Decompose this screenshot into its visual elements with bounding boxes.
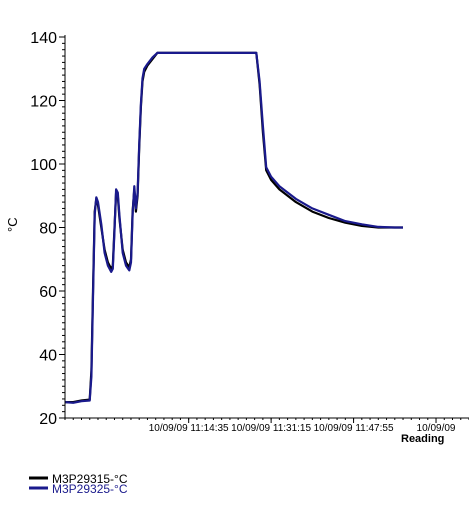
x-tick-label: 10/09/09 11:47:55 bbox=[314, 423, 394, 434]
y-axis-label: °C bbox=[5, 217, 20, 232]
x-tick-label: 10/09/09 11:31:15 bbox=[231, 423, 311, 434]
y-tick-labels: 20 40 60 80 100 120 140 bbox=[30, 30, 57, 428]
y-tick-label: 100 bbox=[30, 157, 57, 174]
y-tick-label: 20 bbox=[39, 411, 57, 428]
y-tick-label: 120 bbox=[30, 94, 57, 111]
series-line-2 bbox=[64, 51, 403, 404]
x-tick-label: 10/09/09 bbox=[417, 423, 456, 434]
x-tick-labels: 10/09/09 11:14:35 10/09/09 11:31:15 10/09/… bbox=[149, 423, 456, 434]
legend-entry-label: M3P29325-°C bbox=[52, 482, 128, 496]
x-axis-label: Reading bbox=[401, 433, 444, 445]
y-tick-label: 140 bbox=[30, 30, 57, 47]
x-tick-label: 10/09/09 11:14:35 bbox=[149, 423, 229, 434]
legend-entry-label: M3P29315-°C bbox=[52, 472, 128, 486]
axes-layer bbox=[59, 35, 469, 423]
y-tick-label: 40 bbox=[39, 348, 57, 365]
y-tick-label: 80 bbox=[39, 221, 57, 238]
series-layer bbox=[64, 51, 403, 404]
y-tick-label: 60 bbox=[39, 284, 57, 301]
